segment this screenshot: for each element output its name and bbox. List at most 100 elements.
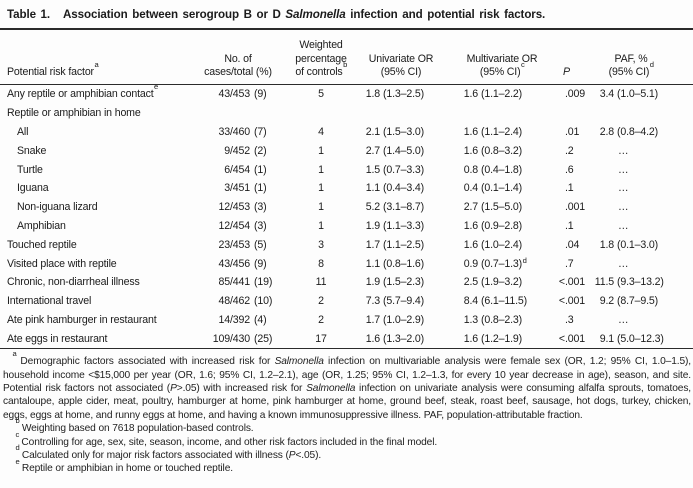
cell-uni: 1.1 (0.4–3.4)	[346, 182, 456, 194]
value-part: (10)	[254, 295, 273, 308]
header-line: percentage	[295, 52, 347, 65]
cell-paf: 3.4 (1.0–5.1)	[585, 88, 693, 100]
cell-multi: 1.6 (1.1–2.4)	[456, 126, 548, 138]
value-part: (1.2–1.9)	[481, 332, 523, 345]
value-part: .2	[565, 144, 574, 157]
value-part: <	[558, 295, 565, 308]
cell-p-value: .009	[548, 88, 585, 100]
cell-paf: 9.2 (8.7–9.5)	[585, 295, 693, 307]
value-part: (1.1–2.2)	[481, 88, 523, 101]
table-header-row: Potential risk factora No. of cases/total …	[0, 30, 693, 85]
value-part: (1.3–2.5)	[383, 88, 425, 101]
cell-weighted-pct: 2	[318, 313, 324, 326]
table-row: International travel 48/462 (10) 2 7.3 (5.7–9…	[0, 292, 693, 311]
value-part: 9.2	[599, 295, 614, 308]
value-part: .01	[565, 125, 580, 138]
value-part: 2.7	[365, 144, 380, 157]
table-row: Snake 9/452 (2) 1 2.7 (1.4–5.0) 1.6 (0.8–3.2) .2…	[0, 141, 693, 160]
value-part: (2)	[254, 144, 267, 157]
value-part: 1.5	[365, 163, 380, 176]
value-part: (0.7–3.3)	[383, 163, 425, 176]
value-part: 0.9	[463, 257, 478, 270]
value-part: (0.7–1.3)	[481, 257, 523, 270]
risk-factor-table: Potential risk factora No. of cases/total …	[0, 28, 693, 350]
value-part: 1.7	[365, 238, 380, 251]
value-part: (0.1–1.4)	[481, 182, 523, 195]
cell-paf: …	[617, 182, 631, 195]
cell-multi: 1.6 (1.0–2.4)	[456, 239, 548, 251]
value-part: .1	[565, 182, 574, 195]
cell-paf: …	[617, 163, 631, 176]
table-row: Any reptile or amphibian contacte 43/453 (…	[0, 82, 693, 104]
cell-uni: 1.1 (0.8–1.6)	[346, 258, 456, 270]
value-part: (6.1–11.5)	[481, 295, 528, 308]
table-row: All 33/460 (7) 4 2.1 (1.5–3.0) 1.6 (1.1–2.4) .01…	[0, 123, 693, 142]
cell-multi: 1.6 (1.1–2.2)	[456, 88, 548, 100]
cell-risk-factor: Ate pink hamburger in restaurant	[7, 313, 157, 326]
value-part: (5)	[254, 238, 267, 251]
value-part: 3.4	[599, 88, 614, 101]
cell-risk-factor: All	[17, 125, 29, 138]
cell-cases: 14/392 (4)	[180, 314, 296, 326]
cell-multi: 1.3 (0.8–2.3)	[456, 314, 548, 326]
cell-multi: 0.4 (0.1–1.4)	[456, 182, 548, 194]
value-part: 2.7	[463, 201, 478, 214]
value-part: 1.6	[463, 88, 478, 101]
cell-paf: …	[617, 144, 631, 157]
table-row: Turtle 6/454 (1) 1 1.5 (0.7–3.3) 0.8 (0.4–1.8).…	[0, 160, 693, 179]
header-line: No. of	[224, 52, 252, 65]
cell-risk-factor: Any reptile or amphibian contacte	[7, 82, 159, 101]
header-line: cases/total (%)	[204, 65, 272, 78]
value-part: (8.7–9.5)	[617, 295, 659, 308]
cell-weighted-pct: 11	[315, 276, 327, 289]
cell-multi: 2.7 (1.5–5.0)	[456, 201, 548, 213]
cell-multi: 1.6 (0.8–3.2)	[456, 145, 548, 157]
cell-cases: 9/452 (2)	[180, 145, 296, 157]
cell-p-value: < .001	[548, 276, 585, 288]
cell-p-value: .1	[548, 220, 585, 232]
value-part: .04	[565, 238, 580, 251]
cell-risk-factor: Ate eggs in restaurant	[7, 332, 108, 345]
table-caption: Association between serogroup B or D Sal…	[63, 8, 546, 21]
value-part: (5.7–9.4)	[383, 295, 425, 308]
value-part: 1.6	[365, 332, 380, 345]
table-row: Non-iguana lizard 12/453 (3) 1 5.2 (3.1–8.7) 2…	[0, 198, 693, 217]
header-line: P	[563, 65, 570, 78]
value-part: (1.0–2.9)	[383, 313, 425, 326]
header-line: (95% CI)	[380, 65, 422, 78]
value-part: .7	[565, 257, 574, 270]
value-part: 1.8	[599, 238, 614, 251]
value-part: (5.0–12.3)	[617, 332, 664, 345]
cell-risk-factor: Non-iguana lizard	[17, 201, 98, 214]
header-p: P	[548, 66, 585, 79]
cell-uni: 7.3 (5.7–9.4)	[346, 295, 456, 307]
value-part: 8.4	[463, 295, 478, 308]
value-part: (1.3–2.0)	[383, 332, 425, 345]
cell-weighted-pct: 1	[318, 163, 324, 176]
cell-risk-factor: Iguana	[17, 182, 49, 195]
value-part: 1.6	[463, 238, 478, 251]
cell-p-value: .04	[548, 239, 585, 251]
cell-multi: 1.6 (0.9–2.8)	[456, 220, 548, 232]
header-univariate: Univariate OR (95% CI)	[346, 53, 456, 79]
value-part: 23/453	[218, 238, 250, 251]
table-row: Iguana 3/451 (1) 1 1.1 (0.4–3.4) 0.4 (0.1–1.4).…	[0, 179, 693, 198]
footnote-e: e Reptile or amphibian in home or touche…	[15, 456, 234, 475]
value-part: (0.4–3.4)	[383, 182, 425, 195]
cell-uni: 5.2 (3.1–8.7)	[346, 201, 456, 213]
value-part: (0.9–2.8)	[481, 219, 523, 232]
footnote-d: d Calculated only for major risk factors…	[15, 443, 322, 461]
value-part: (1.1–2.4)	[481, 125, 523, 138]
cell-cases: 6/454 (1)	[180, 164, 296, 176]
cell-risk-factor: Chronic, non-diarrheal illness	[7, 276, 140, 289]
table-body: Any reptile or amphibian contacte 43/453 (…	[0, 82, 693, 348]
cell-cases: 33/460 (7)	[180, 126, 296, 138]
value-part: 2.5	[463, 276, 478, 289]
cell-weighted-pct: 8	[318, 257, 324, 270]
value-part: (7)	[254, 125, 267, 138]
cell-cases: 3/451 (1)	[180, 182, 296, 194]
cell-risk-factor: Amphibian	[17, 219, 66, 232]
footnote-b: b Weighting based on 7618 population-bas…	[15, 416, 254, 435]
header-cases: No. of cases/total (%)	[180, 53, 296, 79]
